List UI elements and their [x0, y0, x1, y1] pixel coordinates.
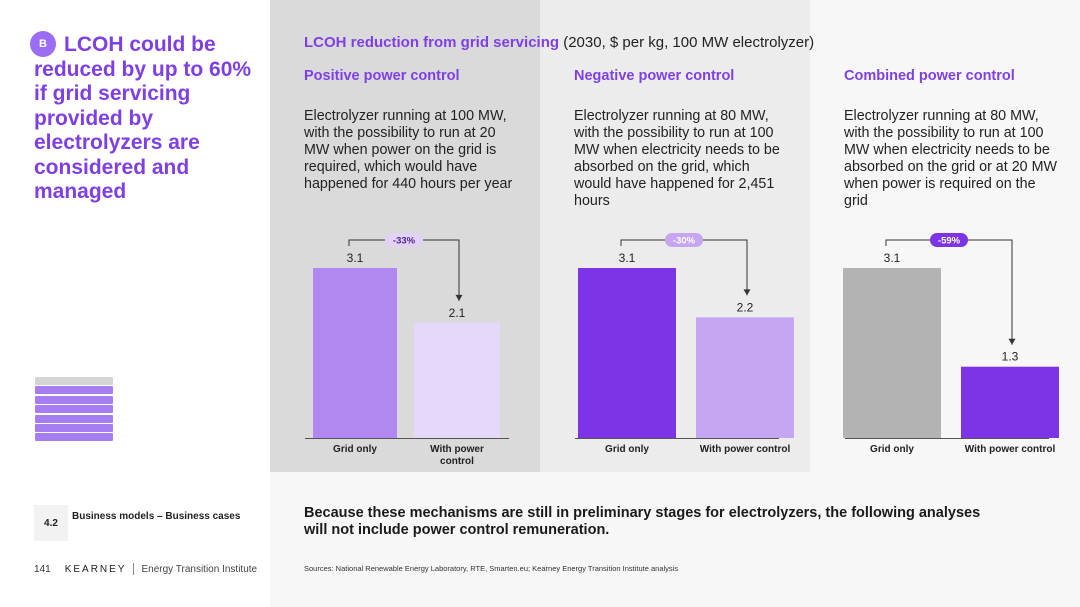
footer: 141 KEARNEY Energy Transition Institute [34, 563, 257, 575]
panel-subtitle: Positive power control [304, 68, 460, 84]
sources: Sources: National Renewable Energy Labor… [304, 564, 679, 573]
left-column: LCOH could be reduced by up to 60% if gr… [0, 0, 270, 607]
chart-title-bold: LCOH reduction from grid servicing [304, 34, 560, 51]
section-label: Business models – Business cases [72, 511, 241, 522]
chart-title: LCOH reduction from grid servicing (2030… [304, 34, 814, 51]
chart-title-rest: (2030, $ per kg, 100 MW electrolyzer) [559, 34, 815, 51]
footnote: Because these mechanisms are still in pr… [304, 505, 981, 538]
panel-description: Electrolyzer running at 100 MW, with the… [304, 108, 513, 192]
section-badge: B [30, 31, 56, 57]
section-tag[interactable]: 4.2 Business models – Business cases [34, 505, 266, 541]
panel-subtitle: Negative power control [574, 68, 735, 84]
page-number: 141 [34, 563, 51, 575]
bottom-area [270, 472, 1080, 607]
section-number: 4.2 [34, 505, 68, 541]
panel-subtitle: Combined power control [844, 68, 1015, 84]
institute-name: Energy Transition Institute [141, 563, 258, 575]
stack-icon [35, 377, 113, 443]
panel-description: Electrolyzer running at 80 MW, with the … [844, 108, 1057, 209]
brand-logo: KEARNEY [64, 563, 127, 575]
footer-divider [133, 563, 135, 575]
panel-description: Electrolyzer running at 80 MW, with the … [574, 108, 780, 209]
headline: LCOH could be reduced by up to 60% if gr… [34, 33, 252, 203]
